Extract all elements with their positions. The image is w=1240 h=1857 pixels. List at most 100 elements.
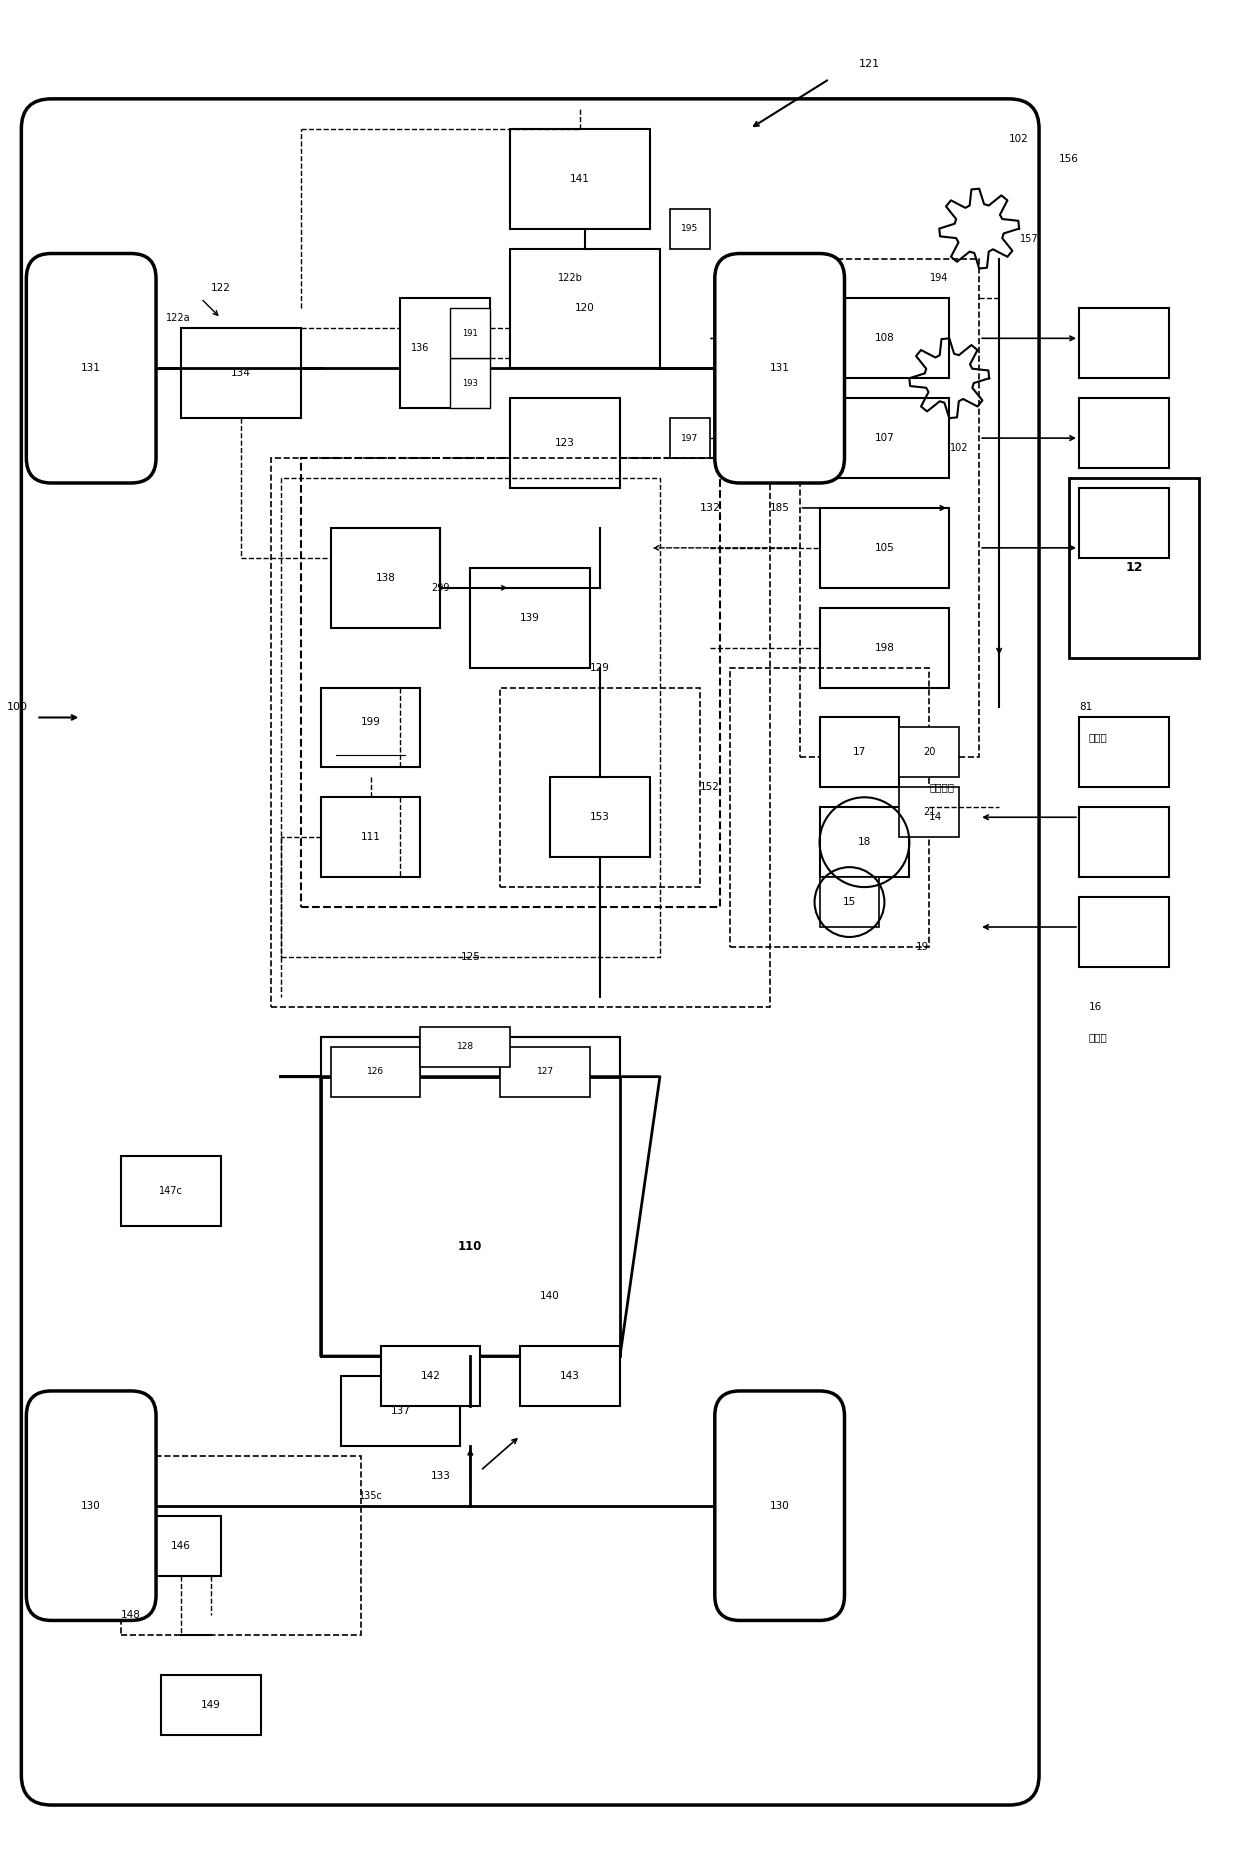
Bar xyxy=(820,877,879,927)
Text: 136: 136 xyxy=(412,344,429,353)
Bar xyxy=(331,527,440,628)
Bar xyxy=(500,1047,590,1097)
Bar xyxy=(1079,397,1169,468)
FancyBboxPatch shape xyxy=(714,1391,844,1621)
Text: 132: 132 xyxy=(699,503,720,513)
Bar xyxy=(122,1456,361,1636)
Text: 138: 138 xyxy=(376,572,396,583)
Text: 141: 141 xyxy=(570,175,590,184)
Text: 199: 199 xyxy=(361,717,381,728)
Bar xyxy=(670,418,709,459)
Bar xyxy=(341,1376,460,1447)
Bar xyxy=(401,299,490,409)
Bar xyxy=(820,397,950,477)
Bar xyxy=(1079,717,1169,787)
Bar xyxy=(1079,897,1169,967)
Bar xyxy=(141,1515,221,1575)
Text: 105: 105 xyxy=(874,542,894,553)
Bar xyxy=(510,249,660,368)
Text: 107: 107 xyxy=(874,433,894,444)
Bar xyxy=(1079,308,1169,379)
Text: 130: 130 xyxy=(82,1500,102,1512)
Text: 102: 102 xyxy=(1009,134,1029,143)
Text: 135c: 135c xyxy=(358,1491,382,1500)
Bar xyxy=(1079,488,1169,557)
FancyBboxPatch shape xyxy=(26,254,156,483)
Text: 21: 21 xyxy=(923,808,935,817)
Text: 122a: 122a xyxy=(166,314,191,323)
Bar xyxy=(331,1047,420,1097)
Text: 152: 152 xyxy=(699,782,719,793)
Text: 14: 14 xyxy=(929,812,942,823)
Text: 127: 127 xyxy=(537,1068,554,1077)
Text: 108: 108 xyxy=(874,332,894,344)
Text: 18: 18 xyxy=(858,838,870,847)
Text: 146: 146 xyxy=(171,1541,191,1551)
Text: 142: 142 xyxy=(420,1370,440,1382)
Text: 111: 111 xyxy=(361,832,381,843)
Text: 20: 20 xyxy=(923,747,935,758)
Bar xyxy=(500,687,699,888)
Text: 139: 139 xyxy=(521,613,541,622)
Bar xyxy=(321,1077,620,1356)
FancyBboxPatch shape xyxy=(714,254,844,483)
FancyBboxPatch shape xyxy=(26,1391,156,1621)
Text: 121: 121 xyxy=(859,59,880,69)
Text: 致动器: 致动器 xyxy=(1089,732,1107,743)
Text: 传感器: 传感器 xyxy=(1089,1032,1107,1042)
Bar xyxy=(551,778,650,858)
Text: 197: 197 xyxy=(681,433,698,442)
Text: 81: 81 xyxy=(1079,702,1092,713)
Text: 137: 137 xyxy=(391,1406,410,1415)
Bar xyxy=(670,208,709,249)
Text: 149: 149 xyxy=(201,1701,221,1710)
Bar xyxy=(820,717,899,787)
Bar xyxy=(321,687,420,767)
Text: 125: 125 xyxy=(460,953,480,962)
Bar xyxy=(280,477,660,956)
Text: 12: 12 xyxy=(1125,561,1142,574)
Text: 156: 156 xyxy=(1059,154,1079,163)
Text: 126: 126 xyxy=(367,1068,384,1077)
Text: 148: 148 xyxy=(122,1610,141,1621)
Text: 153: 153 xyxy=(590,812,610,823)
Bar xyxy=(899,787,960,838)
Bar xyxy=(1079,808,1169,877)
Bar xyxy=(270,459,770,1006)
Bar xyxy=(1069,477,1199,657)
Text: 122: 122 xyxy=(211,284,231,293)
Text: 17: 17 xyxy=(853,747,866,758)
Bar xyxy=(899,728,960,778)
Text: 134: 134 xyxy=(231,368,250,379)
Text: 198: 198 xyxy=(874,643,894,652)
Text: 194: 194 xyxy=(930,273,949,284)
Bar xyxy=(381,1346,480,1406)
Text: 15: 15 xyxy=(843,897,856,906)
Bar xyxy=(122,1157,221,1226)
Text: 143: 143 xyxy=(560,1370,580,1382)
Bar xyxy=(450,308,490,358)
Bar xyxy=(420,1027,510,1066)
Bar xyxy=(450,358,490,409)
Bar xyxy=(321,797,420,877)
Bar xyxy=(301,459,719,906)
Text: 110: 110 xyxy=(458,1240,482,1253)
Bar xyxy=(820,509,950,589)
Text: 157: 157 xyxy=(1019,234,1038,243)
Text: 控制系统: 控制系统 xyxy=(929,782,955,793)
Text: 128: 128 xyxy=(456,1042,474,1051)
FancyBboxPatch shape xyxy=(21,98,1039,1805)
Text: 140: 140 xyxy=(541,1291,560,1302)
Text: 191: 191 xyxy=(463,329,479,338)
Text: 133: 133 xyxy=(430,1471,450,1480)
Text: 131: 131 xyxy=(82,364,102,373)
Text: 147c: 147c xyxy=(159,1187,184,1196)
Text: 123: 123 xyxy=(556,438,575,448)
Text: 193: 193 xyxy=(463,379,479,388)
Text: 100: 100 xyxy=(6,702,27,713)
Bar xyxy=(820,299,950,379)
Text: 299: 299 xyxy=(432,583,450,592)
Text: 16: 16 xyxy=(1089,1001,1102,1012)
Text: 102: 102 xyxy=(950,444,968,453)
Bar xyxy=(820,808,909,877)
